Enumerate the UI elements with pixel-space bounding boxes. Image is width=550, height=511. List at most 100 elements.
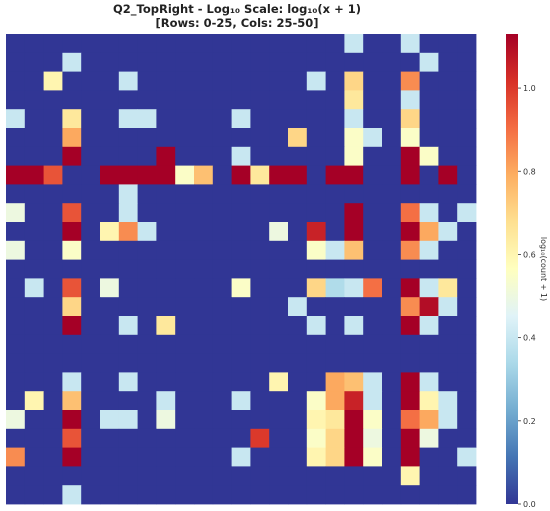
heatmap-cell <box>156 34 176 54</box>
heatmap-cell <box>100 466 120 486</box>
heatmap-cell <box>194 34 214 54</box>
heatmap-cell <box>6 428 26 448</box>
heatmap-cell <box>156 90 176 110</box>
heatmap-cell <box>382 165 402 185</box>
heatmap-cell <box>137 71 157 91</box>
heatmap-cell <box>438 34 458 54</box>
heatmap-cell <box>100 391 120 411</box>
heatmap-cell <box>212 410 232 430</box>
heatmap-cell <box>363 259 383 279</box>
heatmap-cell <box>269 372 289 392</box>
heatmap-cell <box>62 278 82 298</box>
heatmap-cell <box>382 447 402 467</box>
heatmap-cell <box>118 485 138 505</box>
heatmap-cell <box>156 447 176 467</box>
heatmap-cell <box>363 146 383 166</box>
heatmap-cell <box>81 466 101 486</box>
heatmap-cell <box>175 428 195 448</box>
heatmap-cell <box>419 165 439 185</box>
heatmap-cell <box>269 316 289 336</box>
heatmap-cell <box>100 34 120 54</box>
heatmap-cell <box>325 165 345 185</box>
heatmap-cell <box>344 34 364 54</box>
heatmap-cell <box>419 447 439 467</box>
heatmap-cell <box>156 146 176 166</box>
heatmap-cell <box>212 52 232 72</box>
heatmap-cell <box>325 447 345 467</box>
heatmap-cell <box>81 278 101 298</box>
heatmap-cell <box>81 71 101 91</box>
heatmap-cell <box>137 146 157 166</box>
heatmap-cell <box>100 353 120 373</box>
heatmap-cell <box>175 165 195 185</box>
heatmap-cell <box>438 428 458 448</box>
heatmap-cell <box>137 316 157 336</box>
heatmap-cell <box>363 372 383 392</box>
heatmap-cell <box>457 278 477 298</box>
heatmap-cell <box>212 90 232 110</box>
heatmap-cell <box>419 391 439 411</box>
heatmap-cell <box>344 410 364 430</box>
heatmap-cell <box>137 372 157 392</box>
heatmap-cell <box>81 428 101 448</box>
heatmap-cell <box>118 447 138 467</box>
heatmap-cell <box>100 203 120 223</box>
colorbar-tick-label: 0.6 <box>523 250 536 259</box>
heatmap-cell <box>137 353 157 373</box>
heatmap-cell <box>137 297 157 317</box>
heatmap-cell <box>306 259 326 279</box>
heatmap-cell <box>363 428 383 448</box>
heatmap-cell <box>62 165 82 185</box>
heatmap-cell <box>306 466 326 486</box>
heatmap-cell <box>194 485 214 505</box>
colorbar-ticks: 0.0 0.2 0.4 0.6 0.8 1.0 <box>518 84 536 509</box>
heatmap-cell <box>400 203 420 223</box>
heatmap-cell <box>231 34 251 54</box>
heatmap-cell <box>62 109 82 129</box>
heatmap-cell <box>118 240 138 260</box>
heatmap-cell <box>250 278 270 298</box>
heatmap-cell <box>24 353 44 373</box>
heatmap-cell <box>24 334 44 354</box>
heatmap-cell <box>43 90 63 110</box>
heatmap-cell <box>156 372 176 392</box>
heatmap-cell <box>344 71 364 91</box>
heatmap-cell <box>62 259 82 279</box>
heatmap-cell <box>438 316 458 336</box>
heatmap-cell <box>6 52 26 72</box>
heatmap-cell <box>212 109 232 129</box>
heatmap-cell <box>81 410 101 430</box>
heatmap-cell <box>6 240 26 260</box>
heatmap-cell <box>269 165 289 185</box>
heatmap-cell <box>231 109 251 129</box>
heatmap-cell <box>194 334 214 354</box>
heatmap-cell <box>231 184 251 204</box>
heatmap-cell <box>231 165 251 185</box>
heatmap-cell <box>382 410 402 430</box>
heatmap-cell <box>62 34 82 54</box>
heatmap-cell <box>419 240 439 260</box>
heatmap-cell <box>81 240 101 260</box>
heatmap-cell <box>457 109 477 129</box>
heatmap-cell <box>325 90 345 110</box>
heatmap-cell <box>363 485 383 505</box>
heatmap-cell <box>250 146 270 166</box>
heatmap-cell <box>118 203 138 223</box>
heatmap-cell <box>24 165 44 185</box>
heatmap-cell <box>457 71 477 91</box>
heatmap-cell <box>438 90 458 110</box>
heatmap-cell <box>250 52 270 72</box>
heatmap-cell <box>100 222 120 242</box>
heatmap-cell <box>231 316 251 336</box>
heatmap-cell <box>325 410 345 430</box>
heatmap-cell <box>175 90 195 110</box>
heatmap-cell <box>194 372 214 392</box>
heatmap-cell <box>156 428 176 448</box>
heatmap-cell <box>325 391 345 411</box>
heatmap-cell <box>363 391 383 411</box>
heatmap-cell <box>175 278 195 298</box>
heatmap-cell <box>344 90 364 110</box>
heatmap-cell <box>325 203 345 223</box>
heatmap-cell <box>6 146 26 166</box>
heatmap-cell <box>137 334 157 354</box>
